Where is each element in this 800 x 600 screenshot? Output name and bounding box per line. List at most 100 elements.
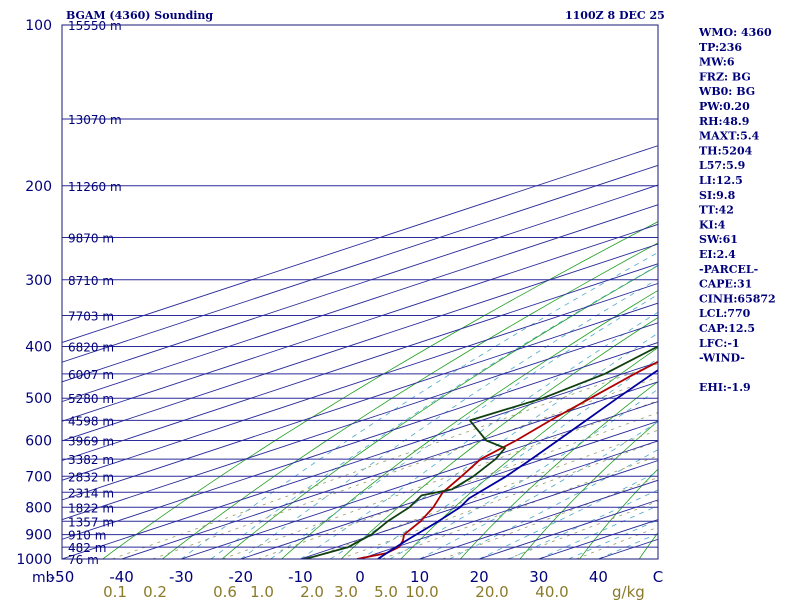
pressure-tick-label: 400 [25, 340, 52, 356]
temperature-unit-label: C [653, 568, 663, 586]
isobar-height-label: 4598 m [68, 414, 114, 428]
isotherm-line [62, 263, 658, 462]
isobar-height-label: 482 m [68, 541, 106, 555]
temperature-tick-label: -40 [109, 568, 134, 586]
mixing-ratio-label: 10.0 [405, 583, 438, 600]
index-value: TT:42 [699, 204, 734, 217]
isotherm-line [62, 342, 658, 540]
pressure-tick-label: 900 [25, 528, 52, 544]
pressure-unit-label: mb [32, 570, 55, 586]
isobar-height-label: 7703 m [68, 310, 114, 324]
mixing-ratio-label: 2.0 [300, 583, 324, 600]
index-value: L57:5.9 [699, 159, 745, 172]
temperature-tick-label: -10 [288, 568, 313, 586]
isobar-height-label: 1822 m [68, 501, 114, 515]
isobar-height-label: 3969 m [68, 435, 114, 449]
isotherm-line [240, 420, 658, 559]
index-value: CAP:12.5 [699, 322, 755, 335]
isobar-height-label: 6007 m [68, 368, 114, 382]
isotherm-line [62, 322, 658, 521]
index-value: -WIND- [699, 352, 745, 365]
pressure-tick-label: 100 [25, 18, 52, 34]
isobars: 15550 m 13070 m 11260 m 9870 m 8710 m 7703 m 6… [62, 19, 658, 567]
temperature-tick-label: 10 [410, 568, 429, 586]
mixing-ratio-unit-label: g/kg [612, 583, 645, 600]
mixing-ratio-label: 5.0 [374, 583, 398, 600]
mixing-ratio-label: 40.0 [535, 583, 568, 600]
isotherm-line [62, 302, 658, 501]
temperature-trace [356, 360, 658, 559]
temperature-tick-label: 30 [529, 568, 548, 586]
index-value: MW:6 [699, 56, 735, 69]
index-value: CINH:65872 [699, 292, 776, 305]
index-value: PW:0.20 [699, 100, 750, 113]
pressure-tick-label: 500 [25, 391, 52, 407]
index-value: TH:5204 [699, 144, 753, 157]
index-value: EI:2.4 [699, 248, 736, 261]
isobar-height-label: 1357 m [68, 515, 114, 529]
isotherm-line [300, 440, 658, 559]
mixing-ratio-label: 0.6 [213, 583, 237, 600]
pressure-tick-label: 1000 [16, 552, 52, 568]
isobar-height-label: 9870 m [68, 231, 114, 245]
isotherm-line [62, 243, 658, 442]
isobar-height-label: 11260 m [68, 180, 122, 194]
index-value: WMO: 4360 [698, 26, 772, 39]
index-value: SW:61 [699, 233, 738, 246]
temperature-tick-label: 0 [355, 568, 365, 586]
temperature-tick-label: 40 [589, 568, 608, 586]
isotherm-line [62, 223, 658, 422]
temperature-tick-label: -20 [229, 568, 254, 586]
isotherm-line [62, 145, 658, 343]
mixing-ratio-label: 0.1 [103, 583, 127, 600]
isobar-height-label: 2314 m [68, 486, 114, 500]
isobar-height-label: 13070 m [68, 113, 122, 127]
isotherms [62, 145, 658, 559]
index-value: LCL:770 [699, 307, 751, 320]
moist-adiabat-line [568, 519, 658, 559]
time-label: 1100Z 8 DEC 25 [565, 9, 665, 22]
index-value: FRZ: BG [699, 70, 751, 83]
moist-adiabat-line [538, 505, 658, 559]
temperature-tick-label: 20 [470, 568, 489, 586]
parcel-trace [377, 369, 658, 559]
sounding-traces [303, 345, 658, 559]
temperature-tick-label: -30 [169, 568, 194, 586]
isobar-height-label: 910 m [68, 529, 106, 543]
index-value: WB0: BG [698, 85, 755, 98]
pressure-tick-label: 700 [25, 469, 52, 485]
moist-adiabat-line [449, 449, 658, 559]
isotherm-line [62, 164, 658, 363]
index-value: TP:236 [699, 41, 742, 54]
pressure-tick-label: 300 [25, 273, 52, 289]
isotherm-line [181, 401, 658, 559]
index-value: EHI:-1.9 [699, 381, 751, 394]
isobar-height-label: 76 m [68, 553, 99, 567]
index-value: LI:12.5 [699, 174, 743, 187]
temperature-tick-label: -50 [50, 568, 75, 586]
plot-frame [61, 24, 659, 560]
index-value: -PARCEL- [699, 263, 758, 276]
isotherm-line [62, 204, 658, 403]
mixing-ratio-label: 1.0 [250, 583, 274, 600]
isobar-height-label: 8710 m [68, 274, 114, 288]
index-value: MAXT:5.4 [699, 130, 760, 143]
isotherm-line [62, 282, 658, 481]
mixing-ratio-label: 20.0 [475, 583, 508, 600]
isotherm-line [62, 184, 658, 383]
isobar-height-label: 15550 m [68, 19, 122, 33]
pressure-tick-label: 800 [25, 500, 52, 516]
index-value: RH:48.9 [699, 115, 749, 128]
pressure-tick-label: 600 [25, 434, 52, 450]
isobar-height-label: 5280 m [68, 392, 114, 406]
index-value: KI:4 [699, 218, 726, 231]
isobar-height-label: 3382 m [68, 453, 114, 467]
index-value: CAPE:31 [699, 278, 752, 291]
mixing-ratio-label: 0.2 [143, 583, 167, 600]
isotherm-line [359, 460, 658, 559]
chart-title: BGAM (4360) Sounding [66, 9, 213, 22]
isotherm-line [62, 361, 658, 559]
